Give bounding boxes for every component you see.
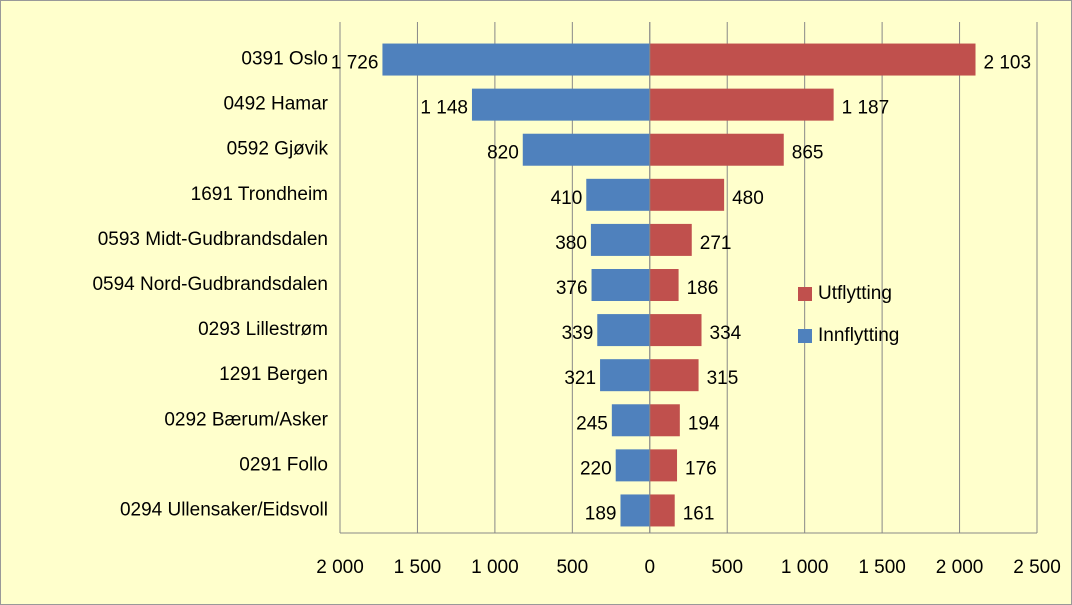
bar	[649, 88, 834, 121]
value-label: 2 103	[984, 53, 1032, 74]
value-label: 161	[683, 503, 715, 524]
y-tick-label: 0391 Oslo	[241, 49, 328, 70]
bar	[649, 359, 699, 392]
value-label: 321	[564, 368, 596, 389]
bar	[382, 43, 650, 76]
value-label: 186	[687, 278, 719, 299]
x-tick-label: 1 500	[394, 557, 442, 578]
value-label: 271	[700, 233, 732, 254]
value-label: 339	[562, 323, 594, 344]
y-tick-label: 0291 Follo	[239, 454, 328, 475]
y-tick-label: 1691 Trondheim	[191, 184, 328, 205]
bar	[649, 178, 725, 211]
bar	[649, 223, 692, 256]
value-label: 194	[688, 413, 720, 434]
x-tick-label: 1 500	[858, 557, 906, 578]
value-label: 1 726	[331, 53, 379, 74]
x-tick-label: 500	[556, 557, 588, 578]
bar	[649, 133, 784, 166]
value-label: 315	[707, 368, 739, 389]
legend-swatch	[798, 287, 812, 301]
value-label: 380	[555, 233, 587, 254]
legend-swatch	[798, 329, 812, 343]
bar	[649, 494, 675, 527]
y-tick-label: 0593 Midt-Gudbrandsdalen	[98, 229, 328, 250]
bar	[590, 223, 650, 256]
y-tick-label: 1291 Bergen	[219, 364, 328, 385]
bar	[591, 269, 650, 301]
x-tick-label: 500	[711, 557, 743, 578]
value-label: 480	[732, 188, 764, 209]
value-label: 220	[580, 458, 612, 479]
bar	[597, 314, 650, 347]
y-tick-label: 0294 Ullensaker/Eidsvoll	[120, 499, 328, 520]
value-label: 410	[551, 188, 583, 209]
y-tick-label: 0594 Nord-Gudbrandsdalen	[92, 274, 328, 295]
bar	[471, 88, 650, 121]
x-tick-label: 1 000	[471, 557, 519, 578]
value-label: 820	[487, 143, 519, 164]
x-tick-label: 0	[644, 557, 655, 578]
value-label: 189	[585, 503, 617, 524]
value-label: 865	[792, 143, 824, 164]
x-tick-label: 2 000	[316, 557, 364, 578]
bar	[620, 494, 650, 527]
value-label: 376	[556, 278, 588, 299]
y-tick-label: 0292 Bærum/Asker	[164, 409, 328, 430]
x-tick-label: 2 500	[1013, 557, 1061, 578]
value-label: 176	[685, 458, 717, 479]
y-tick-label: 0592 Gjøvik	[227, 139, 329, 160]
y-tick-label: 0492 Hamar	[223, 94, 328, 115]
bar	[522, 133, 650, 166]
x-tick-label: 1 000	[781, 557, 829, 578]
value-label: 245	[576, 413, 608, 434]
bar	[586, 178, 650, 211]
bar	[649, 449, 678, 482]
bar	[649, 404, 680, 437]
bar	[649, 314, 702, 347]
y-tick-label: 0293 Lillestrøm	[198, 319, 328, 340]
legend-label: Utflytting	[818, 283, 892, 304]
bar	[611, 404, 650, 437]
bar	[600, 359, 650, 392]
x-tick-label: 2 000	[936, 557, 984, 578]
bar	[615, 449, 650, 482]
value-label: 334	[710, 323, 742, 344]
bar	[649, 269, 679, 301]
value-label: 1 148	[420, 98, 468, 119]
value-label: 1 187	[842, 98, 890, 119]
bar	[649, 43, 976, 76]
legend-label: Innflytting	[818, 325, 899, 346]
